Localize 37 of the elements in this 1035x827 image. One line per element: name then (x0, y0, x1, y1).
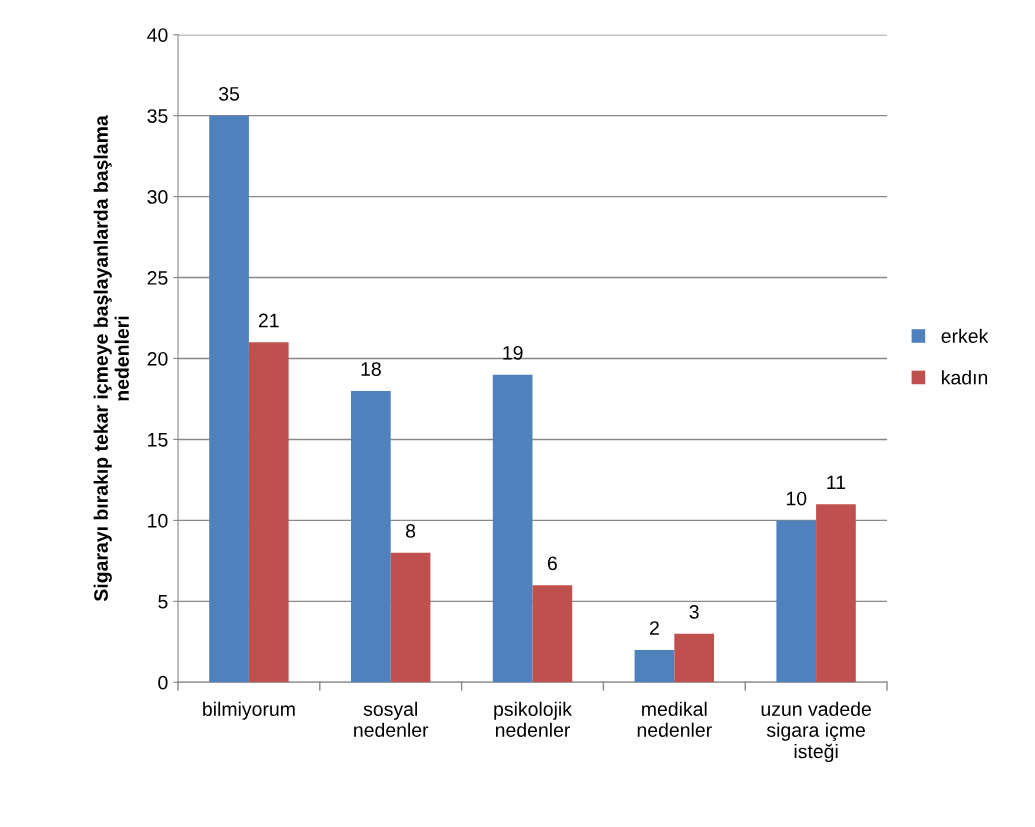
data-label: 8 (406, 524, 416, 538)
y-tick-label: 40 (147, 28, 168, 42)
legend-label: erkek (941, 328, 989, 343)
bar (634, 649, 675, 683)
y-tick-label: 20 (147, 351, 168, 366)
bar (390, 552, 431, 683)
x-tick-label: medikal nedenler (637, 701, 712, 737)
y-tick-label: 0 (158, 675, 168, 690)
bar (776, 520, 817, 683)
data-label: 21 (258, 313, 279, 328)
y-tick-label: 30 (147, 190, 168, 204)
x-tick-label: uzun vadede sigara içme isteği (761, 701, 871, 763)
data-label: 35 (218, 86, 240, 101)
y-axis-title: Sigarayı bırakıp tekar içmeye başlayanlarda başlama nedenleri (93, 115, 129, 602)
y-tick-label: 10 (148, 513, 168, 528)
bar (351, 390, 391, 683)
y-tick-label: 35 (147, 109, 168, 123)
data-label: 10 (786, 491, 807, 506)
bar (816, 504, 856, 683)
x-tick-label: bilmiyorum (203, 701, 295, 720)
y-tick-label: 25 (147, 271, 168, 285)
x-tick-label: sosyal nedenler (354, 701, 429, 737)
data-label: 3 (689, 604, 699, 619)
data-label: 6 (547, 556, 557, 571)
bar (248, 342, 289, 683)
y-tick-label: 5 (158, 595, 168, 609)
data-label: 11 (827, 475, 846, 490)
data-label: 2 (650, 621, 659, 635)
bar (532, 585, 573, 683)
x-tick-label: psikolojik nedenler (494, 701, 572, 737)
bar (674, 633, 715, 683)
bar (209, 115, 249, 683)
legend-label: kadın (942, 370, 988, 385)
data-label: 19 (503, 345, 523, 360)
data-label: 18 (361, 362, 381, 376)
bar (492, 374, 533, 683)
y-tick-label: 15 (148, 433, 168, 447)
